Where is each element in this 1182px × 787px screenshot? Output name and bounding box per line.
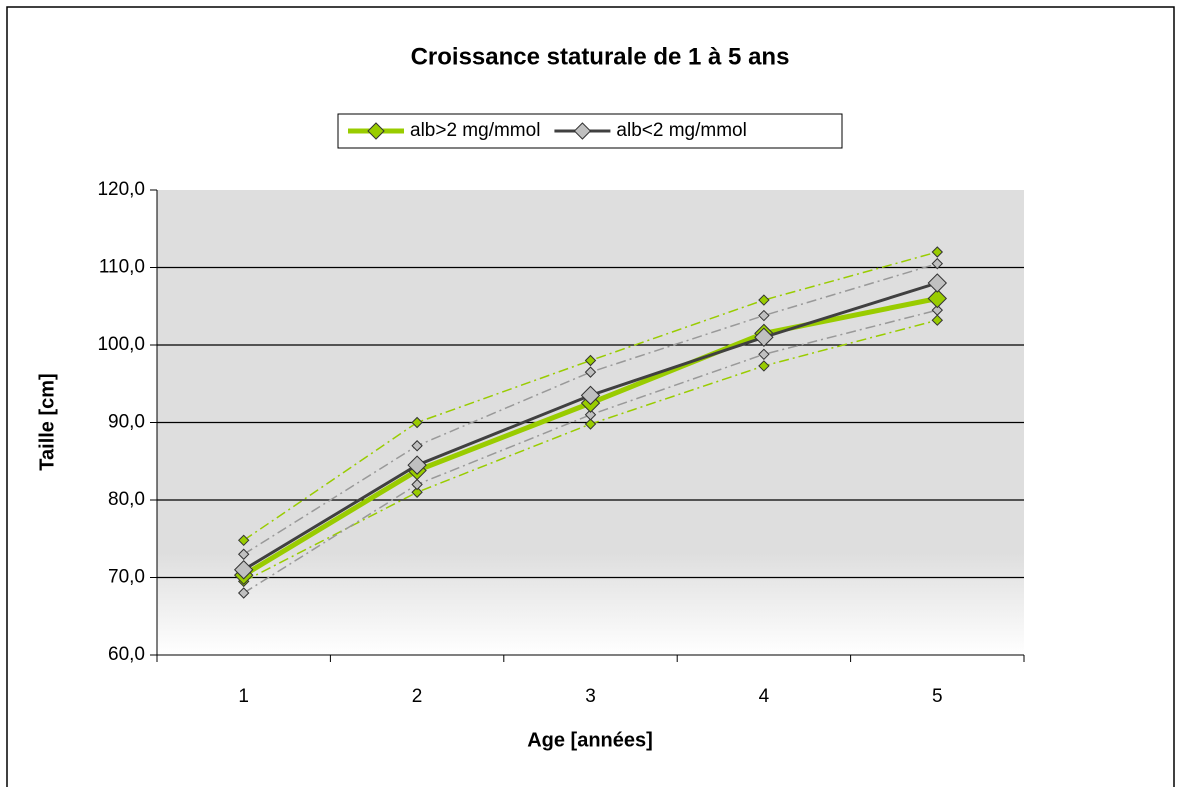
marker (758, 348, 770, 361)
x-tick-label: 4 (759, 686, 770, 707)
marker (237, 587, 250, 599)
x-tick-label: 2 (412, 686, 423, 707)
y-tick-label: 110,0 (99, 257, 145, 278)
marker (237, 534, 250, 547)
y-tick-label: 70,0 (108, 567, 145, 588)
marker (927, 273, 948, 293)
legend-marker (573, 122, 592, 140)
legend-label: alb>2 mg/mmol (410, 120, 540, 141)
legend-label: alb<2 mg/mmol (616, 120, 746, 141)
y-tick-label: 100,0 (97, 334, 145, 355)
x-axis-title: Age [années] (527, 729, 653, 751)
y-tick-label: 60,0 (108, 644, 145, 665)
chart-title: Croissance staturale de 1 à 5 ans (411, 43, 790, 70)
marker (233, 560, 254, 580)
marker (931, 304, 944, 316)
x-tick-label: 3 (585, 686, 596, 707)
y-axis-title: Taille [cm] (36, 373, 58, 470)
marker (407, 455, 427, 475)
marker (754, 327, 774, 347)
marker (411, 478, 423, 491)
marker (931, 257, 944, 270)
x-tick-label: 1 (238, 686, 249, 707)
marker (411, 416, 423, 429)
marker (584, 409, 597, 421)
marker (927, 288, 948, 309)
marker (584, 418, 597, 430)
marker (411, 440, 423, 452)
y-tick-label: 120,0 (97, 179, 145, 200)
x-tick-label: 5 (932, 686, 943, 707)
series-line (243, 309, 938, 594)
marker (584, 366, 597, 378)
marker (584, 354, 597, 367)
marker (931, 246, 944, 258)
series-line (243, 262, 938, 555)
legend-marker (367, 122, 385, 140)
marker (758, 309, 770, 322)
marker (931, 314, 944, 326)
y-tick-label: 80,0 (108, 489, 145, 510)
marker (580, 385, 601, 406)
y-tick-label: 90,0 (108, 412, 145, 433)
marker (237, 548, 250, 560)
marker (411, 486, 423, 498)
marker (758, 294, 770, 306)
marker (758, 360, 770, 372)
